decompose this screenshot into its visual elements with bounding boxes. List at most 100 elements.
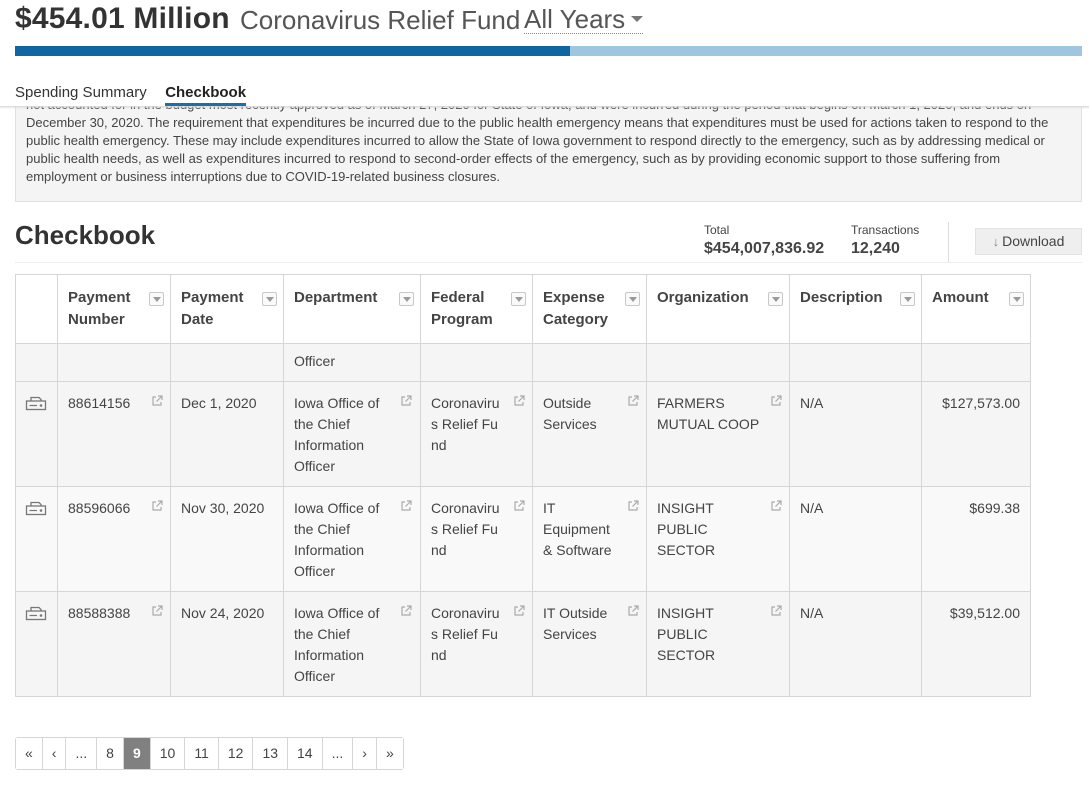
tab-spending-summary[interactable]: Spending Summary	[15, 84, 147, 101]
table-cell: Iowa Office of the Chief Information Off…	[284, 487, 421, 591]
spending-progress-bar	[15, 46, 1082, 56]
external-link-icon[interactable]	[400, 605, 412, 617]
table-cell	[790, 344, 922, 381]
divider	[15, 262, 1082, 263]
page-button[interactable]: 12	[218, 738, 254, 769]
external-link-icon[interactable]	[770, 395, 782, 407]
column-header-payment-number[interactable]: Payment Number	[58, 275, 171, 343]
previous-page-button[interactable]: ‹	[42, 738, 67, 769]
pagination-ellipsis[interactable]: ...	[322, 738, 354, 769]
table-cell: INSIGHT PUBLIC SECTOR	[647, 487, 790, 591]
table-cell: Outside Services	[533, 382, 647, 486]
external-link-icon[interactable]	[770, 500, 782, 512]
checkbook-title: Checkbook	[15, 220, 156, 250]
column-header-description[interactable]: Description	[790, 275, 922, 343]
page-button[interactable]: 13	[253, 738, 289, 769]
table-cell	[421, 344, 533, 381]
chevron-down-icon	[631, 16, 644, 23]
fund-name: Coronavirus Relief Fund	[240, 5, 521, 35]
next-page-button[interactable]: ›	[353, 738, 377, 769]
table-cell: $39,512.00	[922, 592, 1031, 696]
page-button[interactable]: 10	[150, 738, 186, 769]
expense-category-cell: IT Outside Services	[543, 605, 608, 642]
table-cell: Coronavirus Relief Fund	[421, 592, 533, 696]
table-cell: Coronavirus Relief Fund	[421, 487, 533, 591]
tab-checkbook[interactable]: Checkbook	[165, 84, 247, 106]
filter-icon[interactable]	[399, 292, 414, 306]
external-link-icon[interactable]	[400, 395, 412, 407]
table-cell: Officer	[284, 344, 421, 381]
column-header-organization[interactable]: Organization	[647, 275, 790, 343]
page-button[interactable]: 8	[97, 738, 124, 769]
table-cell	[171, 344, 284, 381]
download-icon: ↓	[992, 234, 1000, 249]
table-row: 88596066 Nov 30, 2020 Iowa Office of the C…	[16, 487, 1031, 592]
external-link-icon[interactable]	[151, 500, 163, 512]
table-cell: $699.38	[922, 487, 1031, 591]
expense-category-cell: Outside Services	[543, 395, 597, 432]
year-filter-dropdown[interactable]: All Years	[524, 5, 644, 34]
page-button[interactable]: 11	[185, 738, 219, 769]
external-link-icon[interactable]	[627, 605, 639, 617]
table-cell	[16, 487, 58, 591]
filter-icon[interactable]	[511, 292, 526, 306]
pagination-ellipsis[interactable]: ...	[66, 738, 98, 769]
description-cell: N/A	[800, 500, 824, 516]
table-row: Officer	[16, 344, 1031, 382]
organization-cell: INSIGHT PUBLIC SECTOR	[657, 500, 716, 558]
filter-icon[interactable]	[149, 292, 164, 306]
external-link-icon[interactable]	[151, 395, 163, 407]
amount-cell: $39,512.00	[949, 605, 1020, 621]
external-link-icon[interactable]	[513, 395, 525, 407]
external-link-icon[interactable]	[151, 605, 163, 617]
filter-icon[interactable]	[625, 292, 640, 306]
table-cell	[16, 344, 58, 381]
column-header-label: Description	[800, 289, 883, 306]
column-header-label: Department	[294, 289, 378, 306]
column-header-amount[interactable]: Amount	[922, 275, 1031, 343]
payment-date-cell: Nov 30, 2020	[181, 500, 265, 516]
header-shadow	[0, 106, 1089, 109]
spending-progress-fill	[15, 46, 570, 56]
table-row: 88614156 Dec 1, 2020 Iowa Office of the Ch…	[16, 382, 1031, 487]
external-link-icon[interactable]	[770, 605, 782, 617]
transactions-stat: Transactions 12,240	[851, 223, 919, 258]
column-header-department[interactable]: Department	[284, 275, 421, 343]
filter-icon[interactable]	[262, 292, 277, 306]
payment-number-cell: 88588388	[68, 605, 131, 621]
table-cell: IT Outside Services	[533, 592, 647, 696]
last-page-button[interactable]: »	[376, 738, 403, 769]
table-cell: N/A	[790, 382, 922, 486]
check-payment-icon[interactable]	[25, 605, 47, 621]
check-payment-icon[interactable]	[25, 500, 47, 516]
external-link-icon[interactable]	[627, 500, 639, 512]
filter-icon[interactable]	[768, 292, 783, 306]
column-header-expense-category[interactable]: Expense Category	[533, 275, 647, 343]
amount-cell: $127,573.00	[942, 395, 1020, 411]
table-cell: FARMERS MUTUAL COOP	[647, 382, 790, 486]
external-link-icon[interactable]	[400, 500, 412, 512]
table-cell	[16, 592, 58, 696]
check-payment-icon[interactable]	[25, 395, 47, 411]
payment-number-cell: 88614156	[68, 395, 131, 411]
table-cell: N/A	[790, 592, 922, 696]
description-cell: N/A	[800, 605, 824, 621]
total-spending-amount: $454.01 Million	[15, 2, 230, 35]
external-link-icon[interactable]	[513, 500, 525, 512]
filter-icon[interactable]	[1009, 292, 1024, 306]
external-link-icon[interactable]	[627, 395, 639, 407]
filter-icon[interactable]	[900, 292, 915, 306]
row-action-column-header	[16, 275, 58, 343]
page-button[interactable]: 14	[288, 738, 323, 769]
payment-number-cell: 88596066	[68, 500, 131, 516]
first-page-button[interactable]: «	[16, 738, 43, 769]
download-button[interactable]: ↓ Download	[975, 228, 1082, 255]
column-header-federal-program[interactable]: Federal Program	[421, 275, 533, 343]
column-header-label: Payment Date	[181, 289, 244, 328]
federal-program-cell: Coronavirus Relief Fund	[431, 605, 500, 663]
table-cell	[922, 344, 1031, 381]
current-page-button[interactable]: 9	[123, 738, 151, 769]
column-header-payment-date[interactable]: Payment Date	[171, 275, 284, 343]
program-description-panel: not accounted for in the budget most rec…	[15, 100, 1082, 202]
external-link-icon[interactable]	[513, 605, 525, 617]
